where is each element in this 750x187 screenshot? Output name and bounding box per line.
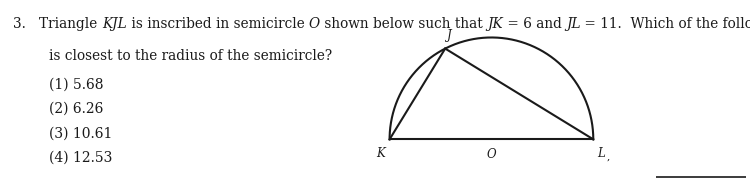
Text: O: O (309, 17, 320, 31)
Text: L: L (597, 148, 605, 160)
Text: O: O (487, 148, 496, 162)
Text: J: J (447, 30, 452, 42)
Text: JL: JL (566, 17, 580, 31)
Text: (3) 10.61: (3) 10.61 (49, 126, 112, 140)
Text: ,: , (607, 153, 610, 162)
Text: is inscribed in semicircle: is inscribed in semicircle (127, 17, 309, 31)
Text: KJL: KJL (102, 17, 127, 31)
Text: (2) 6.26: (2) 6.26 (49, 102, 103, 116)
Text: (4) 12.53: (4) 12.53 (49, 151, 112, 165)
Text: is closest to the radius of the semicircle?: is closest to the radius of the semicirc… (49, 49, 332, 63)
Text: shown below such that: shown below such that (320, 17, 488, 31)
Text: (1) 5.68: (1) 5.68 (49, 78, 104, 92)
Text: = 6 and: = 6 and (503, 17, 566, 31)
Text: 3.   Triangle: 3. Triangle (13, 17, 102, 31)
Text: JK: JK (488, 17, 502, 31)
Text: K: K (376, 148, 385, 160)
Text: = 11.  Which of the following: = 11. Which of the following (580, 17, 750, 31)
